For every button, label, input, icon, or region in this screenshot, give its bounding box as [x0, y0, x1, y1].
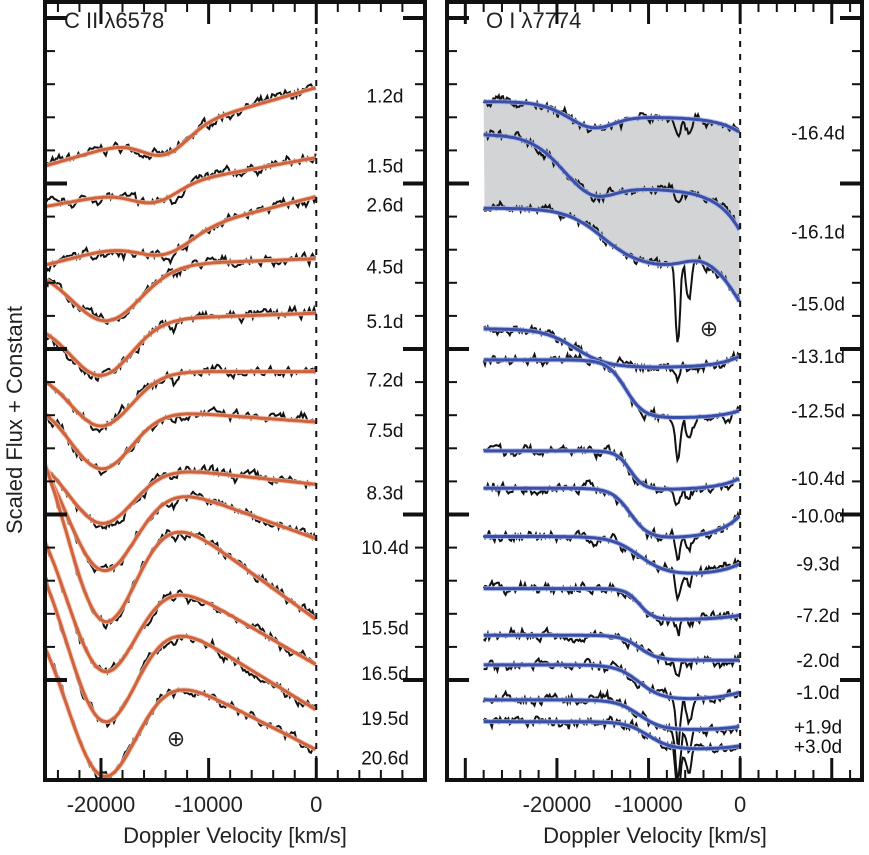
model-spectrum: [45, 466, 316, 525]
model-spectrum: [483, 327, 740, 369]
spectrum-10.4d: [45, 464, 317, 574]
model-spectrum: [483, 358, 740, 419]
epoch-label: -2.0d: [796, 651, 839, 672]
panel-title-c-ii: C II λ6578: [64, 8, 164, 33]
model-spectrum: [45, 412, 316, 471]
epoch-label: 4.5d: [367, 258, 404, 279]
spectrum-4.5d: [45, 250, 317, 326]
panel-frame: [445, 0, 864, 782]
y-axis-label: Scaled Flux + Constant: [2, 306, 27, 534]
epoch-label: -10.0d: [791, 506, 845, 527]
telluric-symbol: ⊕: [700, 316, 718, 341]
observed-spectrum: [45, 250, 317, 326]
spectrum--10.0d: [483, 479, 741, 562]
epoch-label: +1.9d: [794, 717, 842, 738]
spectrum-5.1d: [45, 304, 317, 383]
spectrum-15.5d: [45, 457, 318, 631]
spectrum--10.4d: [482, 442, 741, 507]
x-axis-label-left: Doppler Velocity [km/s]: [123, 823, 347, 848]
epoch-label: 8.3d: [367, 483, 404, 504]
epoch-label: -15.0d: [791, 294, 845, 315]
epoch-label: -12.5d: [791, 401, 845, 422]
epoch-label: 19.5d: [361, 709, 409, 730]
spectrum-19.5d: [45, 574, 317, 729]
model-spectrum: [483, 633, 740, 662]
epoch-label: 20.6d: [361, 749, 409, 770]
x-tick-label: -20000: [67, 792, 136, 817]
x-axis-label-right: Doppler Velocity [km/s]: [543, 823, 767, 848]
spectrum--9.3d: [482, 529, 741, 603]
model-spectrum: [483, 663, 740, 701]
model-spectrum: [45, 576, 317, 724]
panel-frame: [43, 0, 427, 782]
epoch-label: -1.0d: [796, 683, 839, 704]
spectrum-8.3d: [45, 463, 317, 531]
model-spectrum: [483, 133, 741, 231]
epoch-label: 15.5d: [361, 619, 409, 640]
spectrum--15.0d: [482, 199, 742, 343]
epoch-label: -16.1d: [791, 223, 845, 244]
model-spectrum: [483, 720, 740, 751]
x-tick-label: 0: [734, 792, 746, 817]
spectrum-7.5d: [45, 405, 317, 477]
plot-area: [45, 83, 318, 780]
model-spectrum: [45, 466, 317, 573]
spectrum--13.1d: [483, 323, 741, 385]
panel-c-ii: C II λ6578 Doppler Velocity [km/s] 1.2d 1…: [43, 0, 427, 848]
epoch-label: -7.2d: [796, 606, 839, 627]
epoch-label: 1.5d: [367, 157, 404, 178]
model-spectrum: [45, 370, 316, 428]
model-spectrum: [45, 460, 317, 624]
spectrum--1.0d: [483, 656, 741, 747]
spectrum-16.5d: [45, 536, 317, 676]
spectrum-7.2d: [45, 363, 317, 434]
model-spectrum: [483, 587, 740, 621]
spectrum-20.6d: [45, 642, 317, 780]
spectrum--12.5d: [482, 350, 740, 464]
epoch-label: -10.4d: [791, 469, 845, 490]
spectrum-+3.0d: [482, 715, 741, 780]
epoch-label: 7.2d: [367, 371, 404, 392]
epoch-label: 5.1d: [367, 312, 404, 333]
plot-area: [482, 92, 742, 780]
model-spectrum: [483, 535, 740, 575]
model-spectrum: [45, 311, 316, 377]
x-tick-label: -10000: [614, 792, 683, 817]
epoch-label: 7.5d: [367, 421, 404, 442]
epoch-label: -16.4d: [791, 124, 845, 145]
panel-o-i: O I λ7774 Doppler Velocity [km/s] -16.4d…: [445, 0, 864, 848]
epoch-label: 2.6d: [367, 196, 404, 217]
model-spectrum: [45, 644, 317, 778]
x-tick-label: 0: [310, 792, 322, 817]
epoch-label: 16.5d: [361, 664, 409, 685]
epoch-label: -13.1d: [791, 347, 845, 368]
model-spectrum: [483, 698, 740, 731]
spectrum--16.4d: [482, 92, 741, 139]
spectrum-1.2d: [45, 83, 317, 169]
epoch-label: 10.4d: [361, 538, 409, 559]
epoch-label: 1.2d: [367, 87, 404, 108]
spectrum-1.5d: [45, 152, 317, 210]
telluric-symbol: ⊕: [167, 726, 185, 751]
spectrum-+1.9d: [482, 688, 740, 780]
panel-title-o-i: O I λ7774: [486, 8, 581, 33]
model-spectrum: [483, 449, 740, 491]
model-spectrum: [45, 156, 316, 209]
epoch-label: +3.0d: [794, 737, 842, 758]
spectrum--16.1d: [483, 128, 742, 231]
spectrum-2.6d: [45, 194, 317, 274]
model-spectrum: [483, 100, 741, 134]
model-spectrum: [45, 257, 316, 323]
model-spectrum: [483, 486, 741, 539]
model-spectrum: [45, 86, 317, 168]
x-tick-label: -20000: [523, 792, 592, 817]
model-spectrum: [45, 538, 317, 674]
spectrum--2.0d: [482, 625, 741, 678]
model-spectrum: [45, 195, 317, 267]
spectrum--7.2d: [482, 578, 740, 637]
model-spectrum: [483, 206, 741, 303]
epoch-label: -9.3d: [796, 555, 839, 576]
x-tick-label: -10000: [174, 792, 243, 817]
